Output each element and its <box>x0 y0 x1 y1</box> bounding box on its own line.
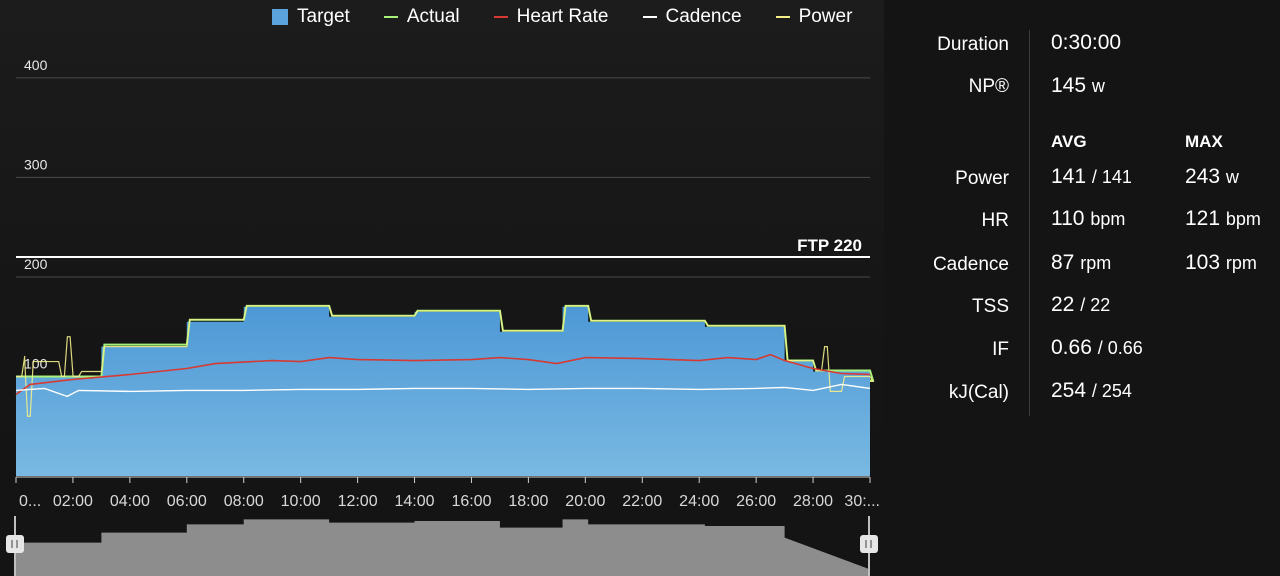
duration-label: Duration <box>937 34 1009 55</box>
max-header: MAX <box>1185 132 1223 151</box>
ftp-label: FTP 220 <box>797 236 862 255</box>
np-unit: w <box>1091 76 1105 96</box>
legend-power-label: Power <box>798 6 853 27</box>
if-avg-secondary: / 0.66 <box>1097 338 1143 358</box>
tss-avg-value: 22 <box>1051 293 1075 316</box>
if-label: IF <box>992 339 1009 360</box>
legend-cadence[interactable]: Cadence <box>642 6 742 28</box>
tss-avg: 22 / 22 <box>1051 293 1110 317</box>
x-tick-label-3: 06:00 <box>167 493 207 510</box>
legend-power[interactable]: Power <box>775 6 853 28</box>
hr-max-value: 121 <box>1185 207 1221 230</box>
power-max-value: 243 <box>1185 165 1221 188</box>
heart-rate-line <box>15 353 871 396</box>
cadence-label: Cadence <box>932 254 1009 275</box>
hr-max-unit: bpm <box>1225 209 1261 229</box>
hr-avg-value: 110 <box>1051 207 1085 230</box>
duration-value: 0:30:00 <box>1051 31 1122 54</box>
if-avg: 0.66 / 0.66 <box>1051 336 1143 360</box>
kj-avg-secondary: / 254 <box>1091 381 1132 401</box>
x-tick-label-10: 20:00 <box>565 493 605 510</box>
legend-cadence-swatch <box>642 16 657 18</box>
if-avg-value: 0.66 <box>1051 336 1092 359</box>
x-tick-label-7: 14:00 <box>395 493 435 510</box>
overview-area <box>16 519 870 576</box>
np-label: NP® <box>968 76 1009 97</box>
overview-handle-left[interactable] <box>6 516 24 576</box>
x-tick-label-9: 18:00 <box>508 493 548 510</box>
legend-target-label: Target <box>297 6 350 27</box>
hr-label: HR <box>981 210 1009 231</box>
x-tick-label-12: 24:00 <box>679 493 719 510</box>
y-tick-label-300: 300 <box>24 156 48 172</box>
y-tick-label-200: 200 <box>24 256 48 272</box>
stats-divider <box>1029 30 1030 416</box>
legend-actual-label: Actual <box>406 6 460 27</box>
y-tick-label-100: 100 <box>24 355 48 371</box>
legend-cadence-label: Cadence <box>665 6 742 27</box>
kj-avg-value: 254 <box>1051 379 1087 402</box>
x-tick-label-4: 08:00 <box>224 493 264 510</box>
target-area <box>16 306 870 476</box>
x-tick-label-5: 10:00 <box>281 493 321 510</box>
cadence-avg-value: 87 <box>1051 251 1075 274</box>
hr-max: 121 bpm <box>1185 207 1261 231</box>
legend-heart-rate-label: Heart Rate <box>516 6 609 27</box>
hr-avg: 110 bpm <box>1051 207 1125 231</box>
x-tick-label-13: 26:00 <box>736 493 776 510</box>
cadence-avg-unit: rpm <box>1080 253 1112 273</box>
x-tick-label-0: 0... <box>19 493 41 510</box>
x-tick-label-1: 02:00 <box>53 493 93 510</box>
chart-legend: Target Actual Heart Rate Cadence Power <box>272 6 852 28</box>
x-tick-label-15: 30:... <box>844 493 880 510</box>
cadence-line <box>15 383 871 398</box>
workout-chart: 100 200 300 400 FTP 220 0... 02:00 04:00 06:00 08… <box>6 57 880 576</box>
legend-heart-rate[interactable]: Heart Rate <box>493 6 609 28</box>
x-tick-label-11: 22:00 <box>622 493 662 510</box>
tss-label: TSS <box>972 296 1009 317</box>
kj-label: kJ(Cal) <box>948 382 1009 403</box>
legend-actual-swatch <box>383 16 398 18</box>
hr-avg-unit: bpm <box>1090 209 1126 229</box>
power-max-unit: w <box>1225 167 1239 187</box>
np-value: 145 <box>1051 74 1087 97</box>
y-tick-label-400: 400 <box>24 57 48 73</box>
cadence-max-value: 103 <box>1185 251 1221 274</box>
legend-actual[interactable]: Actual <box>383 6 460 28</box>
legend-target-swatch <box>272 9 288 25</box>
workout-stats-panel <box>884 0 1280 576</box>
power-avg-value: 141 <box>1051 165 1087 188</box>
avg-header: AVG <box>1051 132 1087 151</box>
cadence-max: 103 rpm <box>1185 251 1257 275</box>
power-max: 243 w <box>1185 165 1239 189</box>
overview-handle-right[interactable] <box>860 516 878 576</box>
x-tick-label-14: 28:00 <box>793 493 833 510</box>
workout-chart-panel: 100 200 300 400 FTP 220 0... 02:00 04:00 06:00 08… <box>0 0 884 576</box>
kj-avg: 254 / 254 <box>1051 379 1132 403</box>
x-tick-label-2: 04:00 <box>110 493 150 510</box>
power-label: Power <box>955 168 1009 189</box>
power-line <box>16 305 875 417</box>
np-value-group: 145 w <box>1051 74 1105 98</box>
x-tick-label-8: 16:00 <box>451 493 491 510</box>
tss-avg-secondary: / 22 <box>1080 295 1111 315</box>
power-avg-secondary: / 141 <box>1091 167 1132 187</box>
x-tick-label-6: 12:00 <box>338 493 378 510</box>
legend-target[interactable]: Target <box>272 6 350 28</box>
legend-heart-rate-swatch <box>493 16 508 18</box>
power-avg: 141 / 141 <box>1051 165 1132 189</box>
legend-power-swatch <box>775 16 790 18</box>
cadence-max-unit: rpm <box>1225 253 1257 273</box>
cadence-avg: 87 rpm <box>1051 251 1111 275</box>
